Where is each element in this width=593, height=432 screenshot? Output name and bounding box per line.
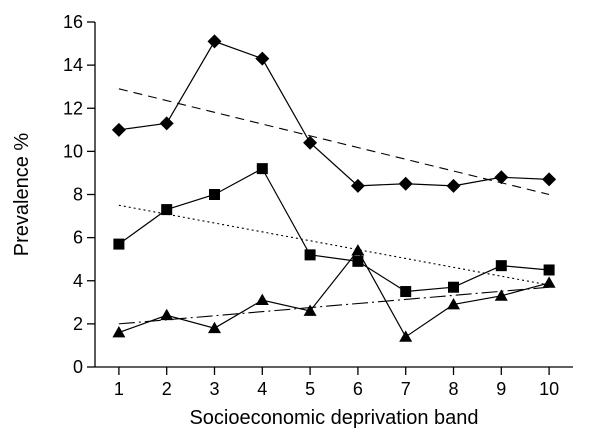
x-tick-label: 3 (209, 379, 219, 399)
data-point-diamond (159, 116, 174, 131)
trend-line-dash-dot (118, 286, 550, 325)
data-point-square (209, 189, 220, 200)
data-point-triangle (494, 289, 508, 301)
x-tick-label: 10 (539, 379, 559, 399)
data-point-diamond (494, 170, 509, 185)
y-tick-label: 14 (63, 55, 83, 75)
data-point-triangle (303, 304, 317, 316)
data-point-square (543, 264, 555, 276)
y-tick-label: 0 (73, 357, 83, 377)
x-tick-label: 8 (448, 379, 458, 399)
data-point-square (304, 249, 316, 261)
y-tick-label: 16 (63, 12, 83, 32)
y-tick-label: 2 (73, 314, 83, 334)
x-axis-title: Socioeconomic deprivation band (189, 407, 478, 429)
data-point-diamond (303, 135, 318, 150)
data-point-triangle (399, 330, 413, 342)
y-tick-label: 12 (63, 98, 83, 118)
x-tick-label: 4 (257, 379, 267, 399)
data-series (111, 34, 557, 342)
x-tick-label: 7 (401, 379, 411, 399)
data-point-square (495, 260, 507, 272)
data-point-square (113, 238, 125, 250)
data-point-diamond (255, 51, 270, 66)
data-point-square (161, 204, 173, 216)
y-tick-label: 8 (73, 185, 83, 205)
y-axis-title: Prevalence % (11, 133, 33, 257)
data-point-diamond (207, 34, 222, 49)
data-point-square (448, 281, 459, 293)
x-tick-label: 9 (496, 379, 506, 399)
trend-line-dashed (118, 88, 550, 196)
data-point-triangle (447, 297, 460, 310)
data-point-triangle (112, 326, 126, 338)
data-point-square (256, 163, 268, 175)
series-line-triangle (118, 249, 550, 338)
x-tick-label: 5 (305, 379, 315, 399)
data-point-square (400, 286, 412, 298)
data-point-triangle (542, 276, 556, 288)
x-tick-label: 1 (114, 379, 124, 399)
data-point-diamond (111, 122, 126, 137)
x-tick-label: 2 (162, 379, 172, 399)
data-point-diamond (542, 172, 557, 187)
data-point-square (352, 255, 364, 267)
data-point-triangle (208, 321, 221, 334)
y-tick-label: 10 (63, 141, 83, 161)
y-tick-label: 4 (73, 271, 83, 291)
series-line-square (118, 167, 550, 293)
data-point-diamond (350, 178, 365, 193)
data-point-triangle (160, 308, 174, 321)
x-tick-label: 6 (353, 379, 363, 399)
y-tick-label: 6 (73, 228, 83, 248)
data-point-triangle (255, 293, 269, 306)
data-point-triangle (351, 244, 365, 256)
data-point-diamond (398, 176, 413, 191)
data-point-diamond (446, 178, 461, 193)
trend-lines (118, 88, 550, 325)
series-line-diamond (118, 40, 550, 187)
